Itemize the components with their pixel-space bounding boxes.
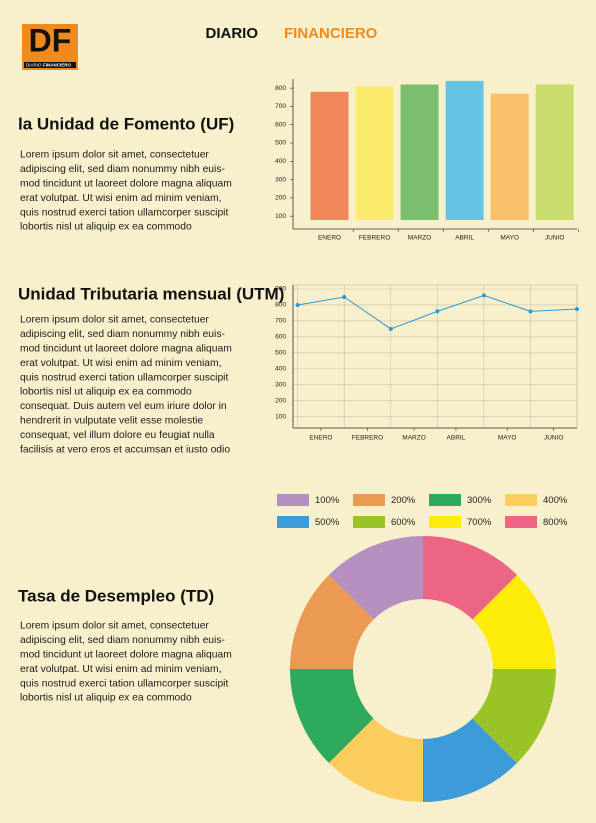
logo-sub: DIARIO	[26, 63, 42, 68]
legend-label: 200%	[391, 495, 416, 506]
bar	[310, 91, 349, 221]
y-tick-label: 700	[275, 318, 286, 325]
pie-slice	[423, 536, 518, 620]
pie-slice	[328, 536, 423, 620]
legend-label: 700%	[467, 517, 492, 528]
paragraph-line: quis nostrud exerci tation ullamcorper s…	[20, 207, 228, 218]
paragraph-line: Lorem ipsum dolor sit amet, consectetuer	[20, 150, 209, 161]
legend-label: 800%	[543, 517, 568, 528]
section-title: Tasa de Desempleo (TD)	[18, 586, 214, 605]
y-tick-label: 600	[275, 334, 286, 341]
x-tick-label: MAYO	[498, 435, 517, 442]
y-tick-label: 100	[275, 213, 286, 220]
legend-label: 300%	[467, 495, 492, 506]
y-tick-label: 800	[275, 85, 286, 92]
point	[528, 309, 533, 314]
paragraph-line: erat volutpat. Ut wisi enim ad minim ven…	[20, 664, 221, 675]
x-tick-label: MAYO	[500, 235, 519, 242]
bar	[400, 84, 439, 220]
paragraph-line: Lorem ipsum dolor sit amet, consectetuer	[20, 621, 209, 632]
point	[481, 293, 486, 298]
legend-swatch	[505, 494, 537, 506]
paragraph-line: consequat, vel illum dolore eu feugiat n…	[20, 430, 215, 441]
pie-slice	[290, 669, 374, 764]
y-tick-label: 800	[275, 302, 286, 309]
x-tick-label: MARZO	[408, 235, 431, 242]
y-tick-label: 600	[275, 121, 286, 128]
legend-swatch	[277, 494, 309, 506]
bar	[445, 80, 484, 220]
header-title: DIARIO	[206, 25, 259, 42]
bar	[490, 93, 529, 220]
paragraph-line: facilisis at vero eros et accumsan et iu…	[20, 444, 230, 455]
y-tick-label: 900	[275, 286, 286, 293]
x-tick-label: ENERO	[318, 235, 341, 242]
pie-slice	[423, 718, 518, 802]
x-tick-label: ENERO	[309, 435, 332, 442]
legend-label: 500%	[315, 517, 340, 528]
legend-swatch	[505, 516, 537, 528]
legend-swatch	[429, 494, 461, 506]
y-tick-label: 100	[275, 414, 286, 421]
legend-label: 100%	[315, 495, 340, 506]
header-title: FINANCIERO	[284, 25, 378, 42]
logo-band	[24, 62, 76, 68]
legend-label: 600%	[391, 517, 416, 528]
point	[295, 302, 300, 307]
legend-swatch	[353, 516, 385, 528]
paragraph-line: Lorem ipsum dolor sit amet, consectetuer	[20, 315, 209, 326]
y-tick-label: 400	[275, 158, 286, 165]
paragraph-line: mod tincidunt ut laoreet dolore magna al…	[20, 344, 232, 355]
bar	[355, 86, 394, 220]
point	[435, 309, 440, 314]
paragraph-line: adipiscing elit, sed diam nonummy nibh e…	[20, 329, 225, 340]
legend-swatch	[277, 516, 309, 528]
paragraph-line: consequat. Duis autem vel eum iriure dol…	[20, 401, 227, 412]
logo-sub: FINANCIERO	[43, 63, 71, 68]
paragraph-line: lobortis nisl ut aliquip ex ea commodo	[20, 222, 192, 233]
point	[388, 326, 393, 331]
point	[575, 306, 579, 311]
y-tick-label: 500	[275, 350, 286, 357]
y-tick-label: 400	[275, 366, 286, 373]
y-tick-label: 200	[275, 195, 286, 202]
paragraph-line: adipiscing elit, sed diam nonummy nibh e…	[20, 635, 225, 646]
paragraph-line: hendrerit in vulputate velit esse molest…	[20, 416, 203, 427]
y-tick-label: 300	[275, 382, 286, 389]
paragraph-line: quis nostrud exerci tation ullamcorper s…	[20, 678, 228, 689]
x-tick-label: ABRIL	[447, 435, 466, 442]
y-tick-label: 700	[275, 103, 286, 110]
bar	[535, 84, 574, 220]
logo: DF	[29, 22, 72, 58]
pie-slice	[290, 574, 374, 669]
pie-slice	[328, 718, 423, 802]
section-title: Unidad Tributaria mensual (UTM)	[18, 284, 284, 303]
paragraph-line: erat volutpat. Ut wisi enim ad minim ven…	[20, 193, 221, 204]
pie-slice	[472, 574, 556, 669]
paragraph-line: adipiscing elit, sed diam nonummy nibh e…	[20, 164, 225, 175]
point	[342, 294, 347, 299]
pie-slice	[472, 669, 556, 764]
y-tick-label: 200	[275, 398, 286, 405]
x-tick-label: ABRIL	[455, 235, 474, 242]
paragraph-line: quis nostrud exerci tation ullamcorper s…	[20, 372, 228, 383]
x-tick-label: JUNIO	[545, 235, 565, 242]
section-title: la Unidad de Fomento (UF)	[18, 114, 234, 133]
paragraph-line: mod tincidunt ut laoreet dolore magna al…	[20, 179, 232, 190]
paragraph-line: lobortis nisl ut aliquip ex ea commodo	[20, 693, 192, 704]
x-tick-label: FEBRERO	[359, 235, 390, 242]
y-tick-label: 500	[275, 140, 286, 147]
legend-label: 400%	[543, 495, 568, 506]
paragraph-line: mod tincidunt ut laoreet dolore magna al…	[20, 650, 232, 661]
x-tick-label: FEBRERO	[352, 435, 383, 442]
x-tick-label: MARZO	[402, 435, 425, 442]
paragraph-line: erat volutpat. Ut wisi enim ad minim ven…	[20, 358, 221, 369]
paragraph-line: lobortis nisl ut aliquip ex ea commodo	[20, 387, 192, 398]
x-tick-label: JUNIO	[544, 435, 564, 442]
y-tick-label: 300	[275, 176, 286, 183]
legend-swatch	[429, 516, 461, 528]
legend-swatch	[353, 494, 385, 506]
